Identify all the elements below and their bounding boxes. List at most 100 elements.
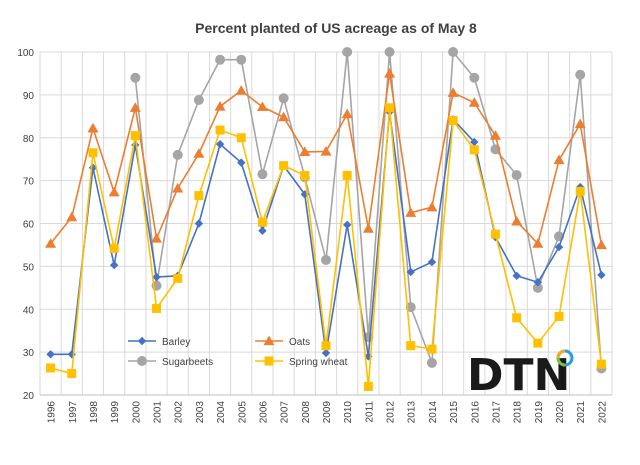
data-point-sugarbeets <box>448 47 459 57</box>
data-point-sugarbeets <box>193 95 204 106</box>
x-tick-label: 2003 <box>195 401 206 424</box>
series-sugarbeets <box>130 47 607 374</box>
legend-swatch-marker <box>263 335 275 346</box>
data-point-barley <box>342 220 352 229</box>
data-point-barley <box>554 242 564 252</box>
y-tick-label: 50 <box>23 262 35 273</box>
data-point-sugarbeets <box>469 72 480 83</box>
data-point-spring-wheat <box>300 170 310 180</box>
legend: Barley Oats Sugarbeets Spring wheat <box>128 335 348 368</box>
data-point-spring-wheat <box>406 341 416 351</box>
legend-swatch-marker <box>137 356 147 366</box>
data-point-spring-wheat <box>554 312 564 322</box>
series-line-sugarbeets <box>134 49 603 369</box>
x-tick-label: 2002 <box>174 401 185 424</box>
x-tick-label: 2005 <box>237 401 248 424</box>
x-tick-label: 1999 <box>110 401 121 424</box>
series-spring-wheat <box>46 103 606 391</box>
data-point-sugarbeets <box>426 357 437 368</box>
data-point-oats <box>214 100 226 111</box>
y-tick-label: 90 <box>23 91 35 102</box>
data-point-sugarbeets <box>278 93 289 104</box>
y-tick-label: 30 <box>23 348 35 359</box>
data-point-barley <box>194 219 204 228</box>
data-point-barley <box>512 271 521 281</box>
data-point-oats <box>574 118 586 129</box>
data-point-oats <box>299 146 311 157</box>
legend-item-oats: Oats <box>255 335 310 348</box>
data-point-oats <box>193 148 205 158</box>
data-point-sugarbeets <box>532 282 543 293</box>
x-tick-label: 2022 <box>597 401 608 424</box>
data-point-barley <box>406 267 415 277</box>
data-point-oats <box>405 207 417 217</box>
dtn-logo-ring-icon <box>556 349 574 367</box>
data-point-sugarbeets <box>575 69 586 80</box>
y-tick-label: 70 <box>23 177 35 188</box>
legend-item-spring-wheat: Spring wheat <box>255 356 348 368</box>
dtn-logo-text: DTN <box>467 350 570 401</box>
y-tick-label: 40 <box>23 305 35 316</box>
data-point-spring-wheat <box>215 125 225 135</box>
series-oats <box>45 67 607 250</box>
data-point-spring-wheat <box>194 191 204 201</box>
legend-item-barley: Barley <box>128 336 190 348</box>
data-point-oats <box>341 108 353 119</box>
data-point-spring-wheat <box>490 229 500 239</box>
x-tick-label: 2012 <box>386 401 397 424</box>
data-point-oats <box>553 154 565 165</box>
data-point-barley <box>152 272 161 282</box>
data-point-spring-wheat <box>173 273 183 283</box>
data-point-sugarbeets <box>172 149 183 160</box>
data-point-spring-wheat <box>575 186 585 196</box>
data-point-barley <box>470 137 479 147</box>
data-point-barley <box>533 278 543 287</box>
data-point-spring-wheat <box>279 161 289 171</box>
data-point-oats <box>447 87 459 97</box>
data-point-barley <box>215 139 225 149</box>
data-point-oats <box>320 145 332 156</box>
data-point-spring-wheat <box>533 338 543 348</box>
data-point-oats <box>362 223 374 233</box>
chart-title: Percent planted of US acreage as of May … <box>195 20 477 36</box>
y-tick-label: 20 <box>23 391 35 402</box>
logo-ring-orange <box>556 349 566 359</box>
data-point-barley <box>46 350 55 359</box>
data-point-oats <box>66 211 78 222</box>
data-point-barley <box>427 257 437 267</box>
data-point-spring-wheat <box>321 341 331 351</box>
x-tick-label: 2020 <box>555 401 566 424</box>
data-point-spring-wheat <box>512 313 522 323</box>
x-tick-label: 2011 <box>364 401 375 423</box>
x-tick-label: 2014 <box>428 401 439 424</box>
data-point-sugarbeets <box>384 47 395 57</box>
data-point-sugarbeets <box>236 54 247 65</box>
data-point-spring-wheat <box>130 131 140 141</box>
data-point-oats <box>384 67 396 78</box>
x-tick-label: 2008 <box>301 401 312 424</box>
logo-ring-green <box>556 357 566 367</box>
x-tick-label: 1996 <box>47 401 58 424</box>
data-point-oats <box>426 201 438 212</box>
x-tick-label: 2016 <box>470 401 481 424</box>
data-point-spring-wheat <box>363 381 373 391</box>
legend-label: Oats <box>289 337 310 348</box>
y-tick-label: 60 <box>23 220 35 231</box>
data-point-oats <box>278 111 290 122</box>
x-axis-ticks: 1996 1997 1998 1999 2000 2001 2002 2003 2004 2005… <box>47 401 609 424</box>
legend-label: Barley <box>162 337 190 348</box>
data-point-spring-wheat <box>469 145 479 155</box>
data-point-spring-wheat <box>67 369 77 379</box>
legend-label: Spring wheat <box>289 357 348 368</box>
data-point-oats <box>151 233 163 243</box>
data-point-oats <box>532 238 544 248</box>
x-tick-label: 2018 <box>513 401 524 424</box>
x-tick-label: 2001 <box>153 401 164 424</box>
y-tick-label: 80 <box>23 134 35 145</box>
data-point-oats <box>489 130 501 140</box>
data-point-spring-wheat <box>427 344 437 354</box>
x-tick-label: 2009 <box>322 401 333 424</box>
data-point-barley <box>258 226 267 235</box>
x-tick-label: 2004 <box>216 401 227 424</box>
